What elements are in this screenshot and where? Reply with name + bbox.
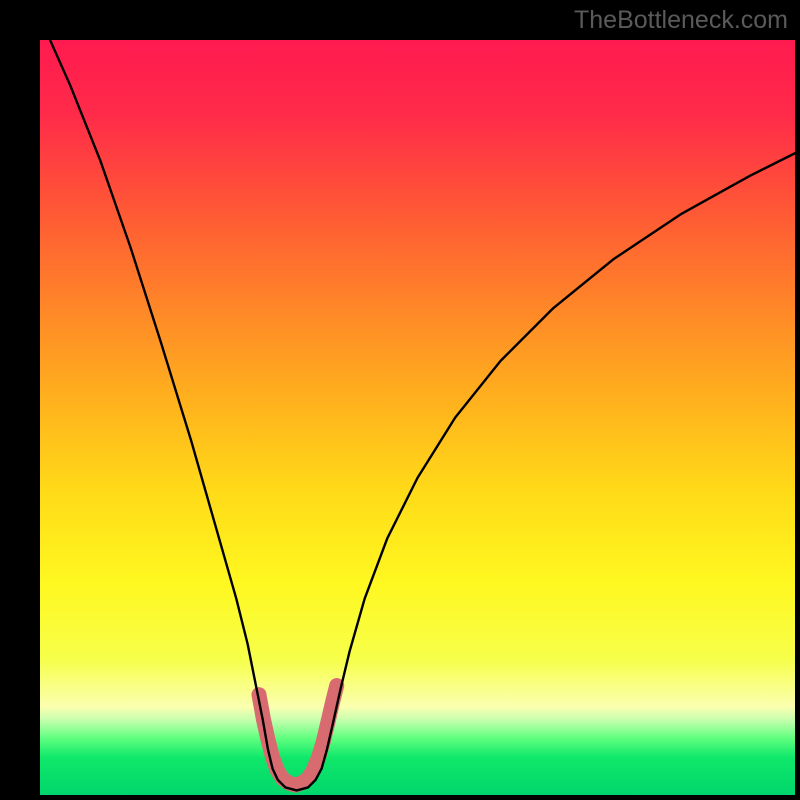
plot-area (40, 40, 795, 795)
chart-frame: TheBottleneck.com (0, 0, 800, 800)
bottleneck-curve (40, 17, 795, 790)
watermark-text: TheBottleneck.com (574, 6, 788, 35)
marker-band (259, 686, 337, 786)
curve-layer (40, 40, 795, 795)
